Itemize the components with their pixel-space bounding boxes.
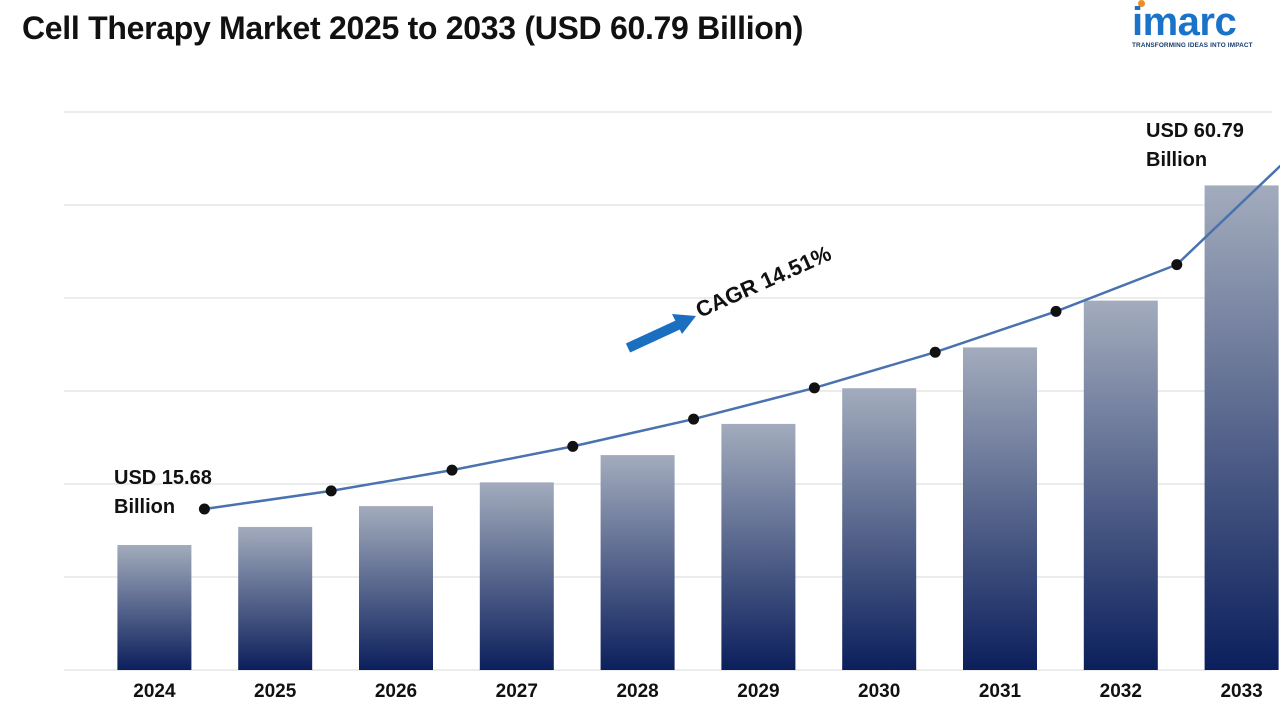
x-tick-2032: 2032 (1100, 681, 1142, 702)
bar-2031 (963, 347, 1037, 670)
start-value-label: USD 15.68 (114, 467, 212, 489)
trend-point-2029 (808, 382, 820, 394)
x-tick-2033: 2033 (1220, 681, 1262, 702)
cagr-arrow-icon (625, 314, 696, 353)
x-tick-2029: 2029 (737, 681, 779, 702)
bar-2033 (1204, 185, 1279, 670)
trend-point-2026 (446, 464, 458, 476)
trend-point-2028 (688, 413, 700, 425)
bar-2027 (479, 482, 554, 670)
bar-2025 (238, 526, 313, 670)
trend-line (198, 164, 1280, 515)
logo-tagline: TRANSFORMING IDEAS INTO IMPACT (1132, 42, 1253, 49)
trend-point-2027 (567, 440, 579, 452)
x-tick-2024: 2024 (133, 681, 176, 702)
bar-2028 (600, 455, 675, 670)
gridlines (64, 111, 1272, 671)
bar-2026 (359, 506, 433, 670)
x-tick-2030: 2030 (858, 681, 900, 702)
end-value-unit: Billion (1146, 149, 1207, 171)
x-tick-2028: 2028 (616, 681, 658, 702)
imarc-logo: imarc TRANSFORMING IDEAS INTO IMPACT (1130, 0, 1275, 60)
bar-2024 (117, 545, 192, 670)
bar-2032 (1083, 300, 1158, 670)
trend-polyline (204, 164, 1280, 511)
bar-2029 (721, 423, 796, 670)
bar-2030 (842, 388, 917, 670)
cagr-label: CAGR 14.51% (692, 241, 835, 323)
x-tick-2031: 2031 (979, 681, 1022, 702)
trend-point-2025 (325, 485, 337, 497)
bars (117, 185, 1279, 670)
trend-point-2032 (1171, 259, 1183, 271)
trend-point-2031 (1050, 305, 1062, 317)
logo-wordmark: imarc (1132, 0, 1237, 44)
x-tick-2027: 2027 (496, 681, 538, 702)
start-value-unit: Billion (114, 496, 175, 518)
trend-point-2024 (198, 503, 210, 515)
x-tick-2026: 2026 (375, 681, 417, 702)
end-value-label: USD 60.79 (1146, 120, 1244, 142)
trend-point-2030 (929, 346, 941, 358)
x-tick-2025: 2025 (254, 681, 297, 702)
chart-title: Cell Therapy Market 2025 to 2033 (USD 60… (22, 10, 804, 46)
x-axis-ticks: 2024 2025 2026 2027 2028 2029 2030 2031 2032 2033 (133, 681, 1262, 702)
logo-dot-icon (1138, 0, 1145, 7)
